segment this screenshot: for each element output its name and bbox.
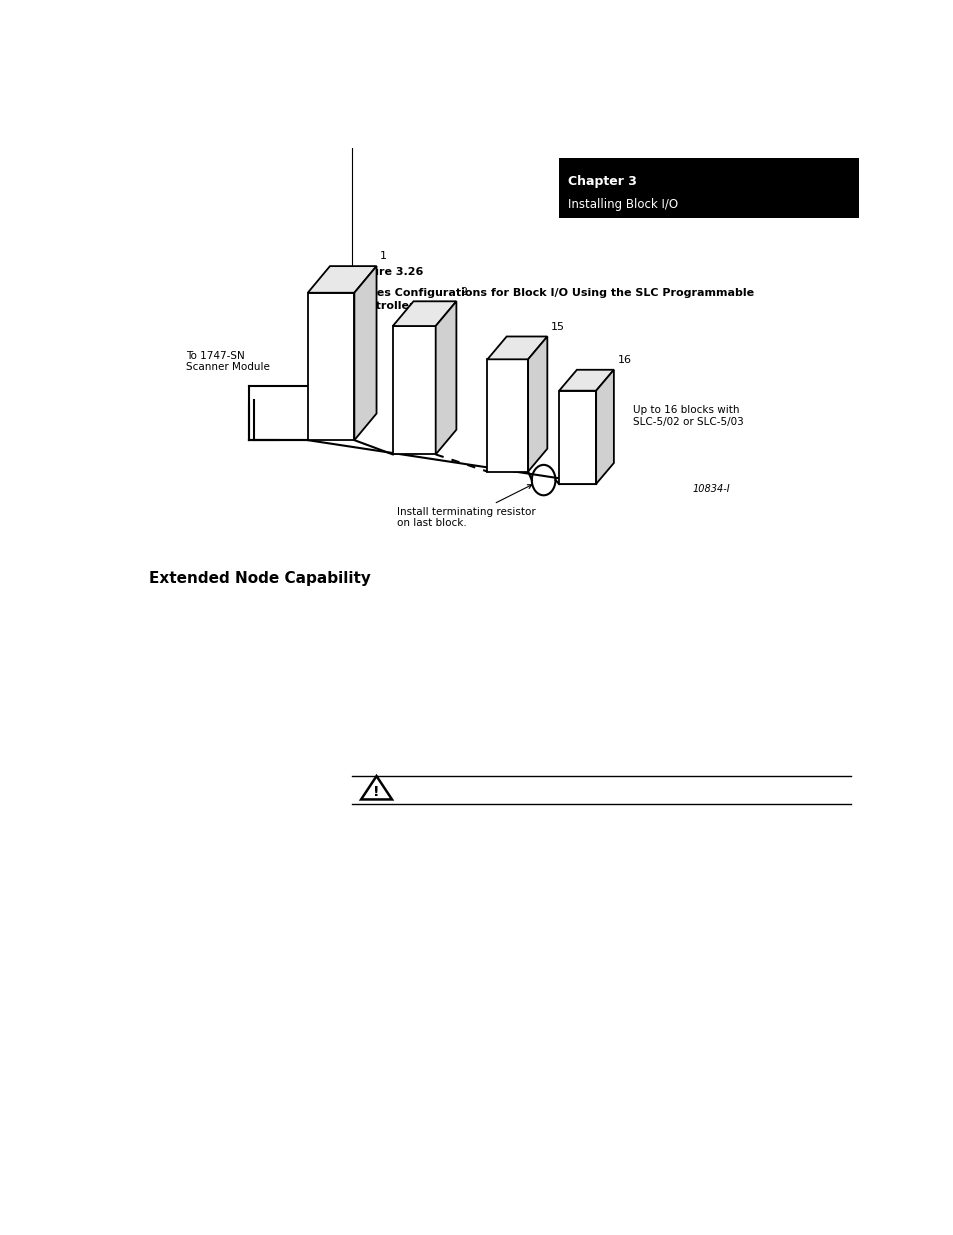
Text: 15: 15 bbox=[551, 322, 564, 332]
Text: Series Configurations for Block I/O Using the SLC Programmable
Controller: Series Configurations for Block I/O Usin… bbox=[352, 288, 754, 311]
Polygon shape bbox=[528, 336, 547, 472]
Text: Chapter 3: Chapter 3 bbox=[567, 175, 637, 188]
Polygon shape bbox=[354, 266, 376, 440]
Text: Install terminating resistor
on last block.: Install terminating resistor on last blo… bbox=[396, 484, 536, 529]
Text: To 1747-SN
Scanner Module: To 1747-SN Scanner Module bbox=[186, 351, 270, 372]
Polygon shape bbox=[393, 301, 456, 326]
Text: 1: 1 bbox=[380, 252, 387, 262]
Text: 16: 16 bbox=[617, 354, 631, 366]
Text: Figure 3.26: Figure 3.26 bbox=[352, 267, 423, 277]
Polygon shape bbox=[558, 369, 613, 390]
Polygon shape bbox=[308, 266, 376, 293]
Polygon shape bbox=[436, 301, 456, 454]
Text: Installing Block I/O: Installing Block I/O bbox=[567, 198, 678, 211]
Text: 2: 2 bbox=[459, 287, 467, 296]
Polygon shape bbox=[487, 359, 528, 472]
Text: !: ! bbox=[373, 785, 379, 799]
Polygon shape bbox=[558, 390, 596, 484]
Polygon shape bbox=[308, 293, 354, 440]
FancyBboxPatch shape bbox=[558, 158, 858, 217]
Polygon shape bbox=[596, 369, 613, 484]
Polygon shape bbox=[393, 326, 436, 454]
Text: Up to 16 blocks with
SLC-5/02 or SLC-5/03: Up to 16 blocks with SLC-5/02 or SLC-5/0… bbox=[633, 405, 743, 426]
Text: 10834-I: 10834-I bbox=[692, 484, 729, 494]
Polygon shape bbox=[487, 336, 547, 359]
Text: Extended Node Capability: Extended Node Capability bbox=[149, 572, 371, 587]
